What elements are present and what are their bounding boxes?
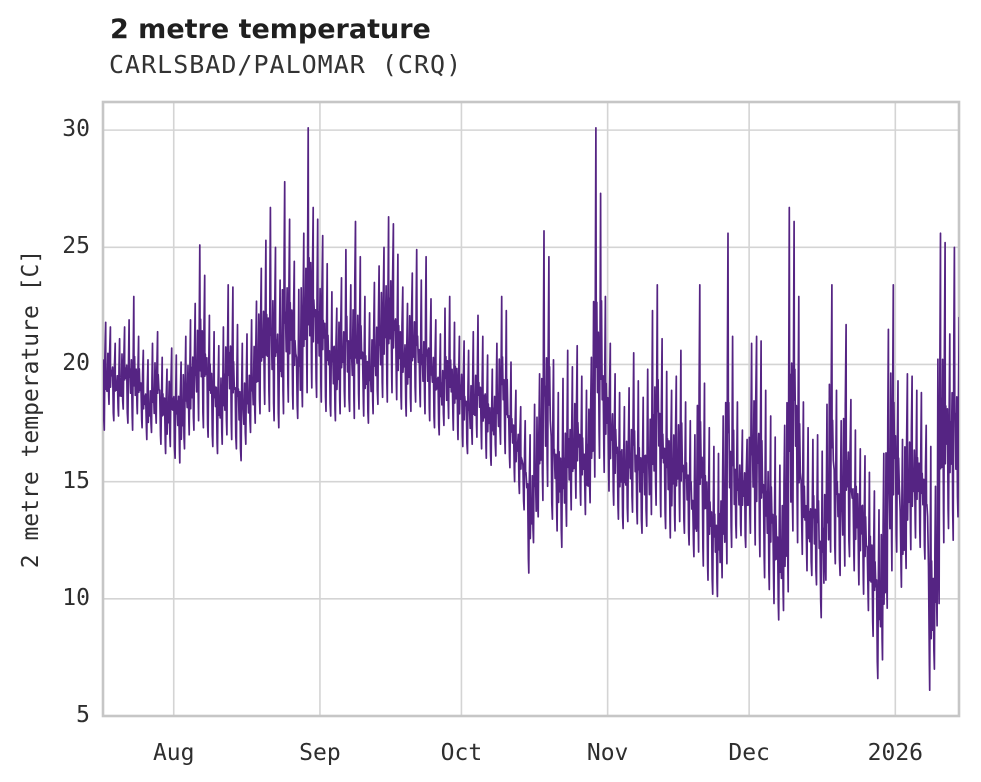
x-tick-label: Oct xyxy=(440,740,483,766)
x-tick-label: Sep xyxy=(299,740,341,766)
x-tick-label: Aug xyxy=(152,740,195,766)
y-tick-label: 15 xyxy=(62,467,90,494)
y-tick-label: 25 xyxy=(62,233,90,260)
x-tick-label: 2026 xyxy=(867,740,924,766)
temperature-series-line xyxy=(103,126,959,692)
chart-title: 2 metre temperature xyxy=(110,14,431,45)
y-tick-label: 20 xyxy=(62,350,90,377)
y-tick-label: 10 xyxy=(62,584,90,611)
y-tick-label: 5 xyxy=(76,702,90,728)
chart-subtitle: CARLSBAD/PALOMAR (CRQ) xyxy=(109,50,463,79)
x-tick-label: Dec xyxy=(728,740,770,766)
x-tick-label: Nov xyxy=(586,740,629,766)
y-tick-label: 30 xyxy=(62,116,90,143)
